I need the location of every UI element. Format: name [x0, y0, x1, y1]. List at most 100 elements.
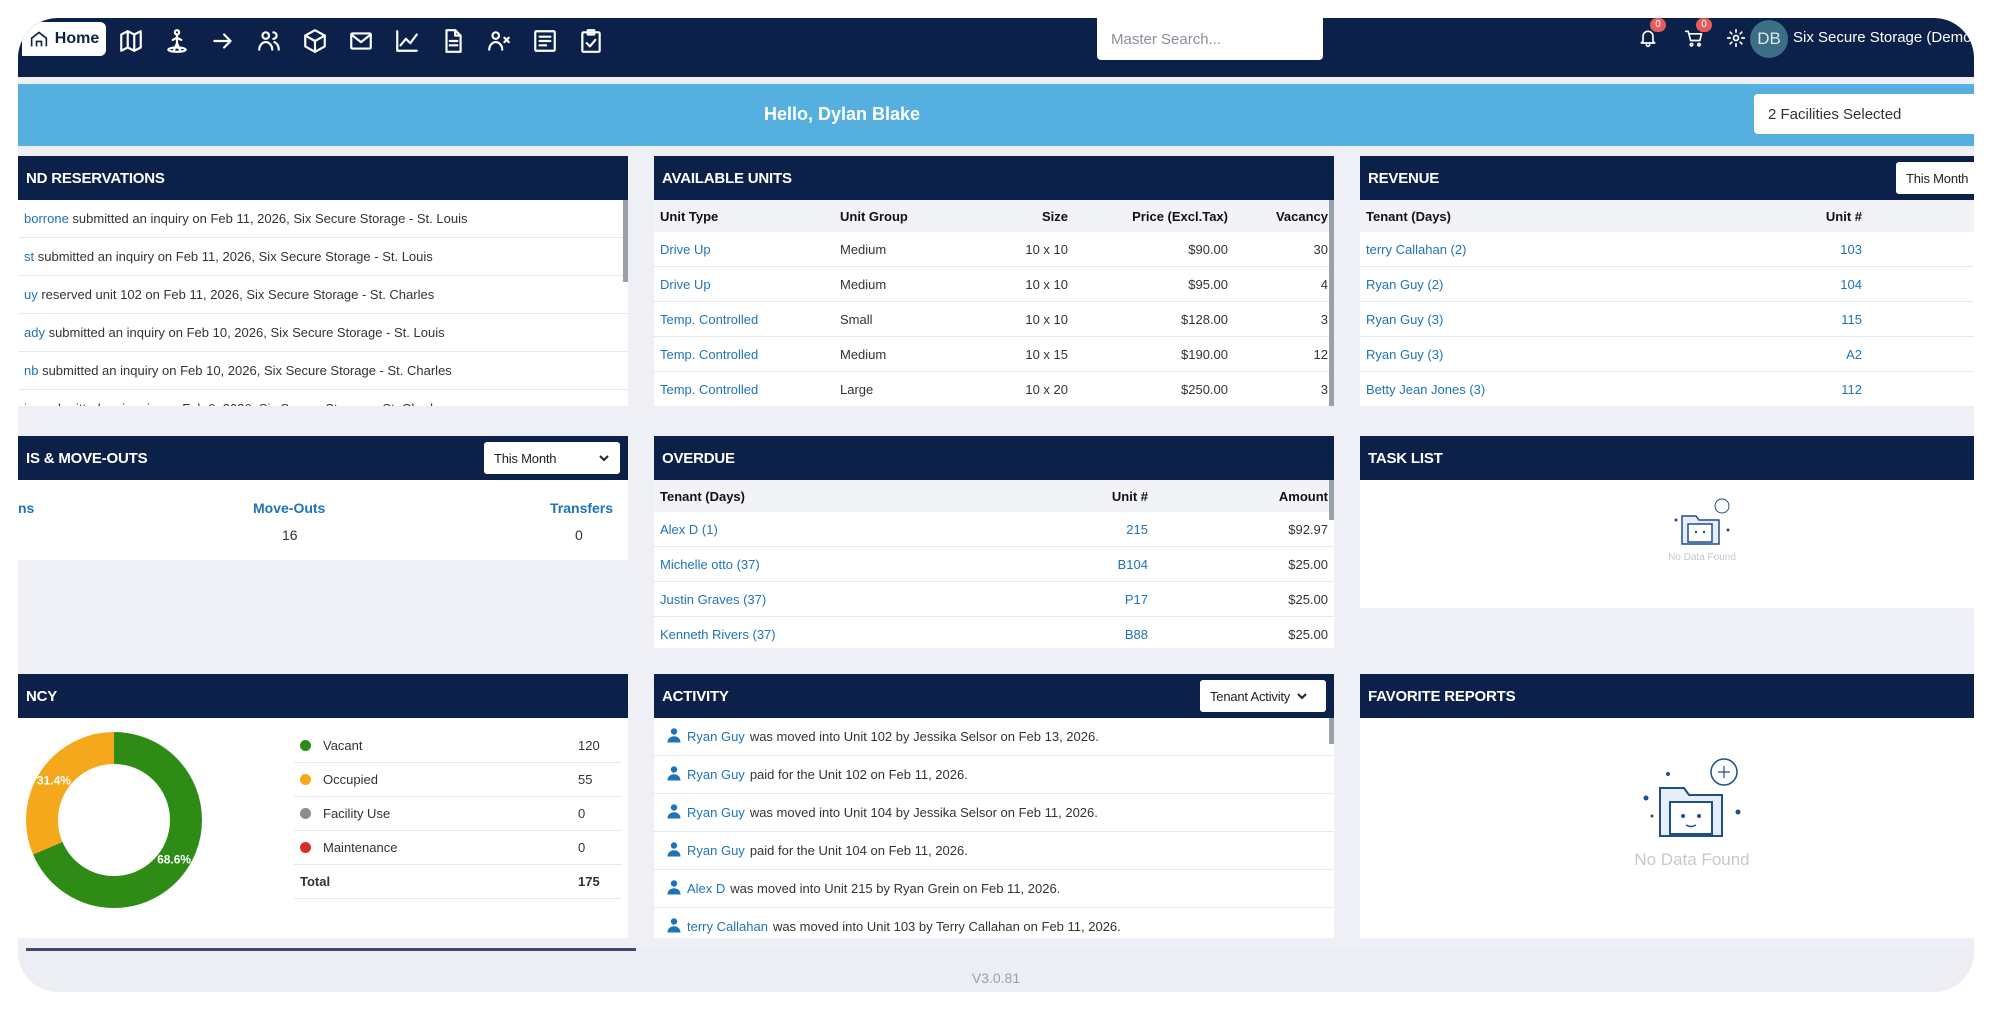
revenue-unit-link[interactable]: A2 [1780, 336, 1868, 372]
revenue-tenant-link[interactable]: terry Callahan (2) [1360, 232, 1780, 267]
reservation-name-link[interactable]: ise [24, 401, 41, 406]
notes-icon[interactable] [530, 26, 560, 56]
unit-type-link[interactable]: Temp. Controlled [654, 336, 834, 372]
unit-group: Small [834, 301, 984, 337]
revenue-tenant-link[interactable]: Ryan Guy (3) [1360, 301, 1780, 337]
activity-name-link[interactable]: Ryan Guy [687, 767, 745, 782]
revenue-tenant-link[interactable]: Betty Jean Jones (3) [1360, 371, 1780, 406]
legend-label: Maintenance [323, 839, 398, 855]
available-units-table: Unit Type Unit Group Size Price (Excl.Ta… [654, 200, 1334, 406]
revenue-unit-link[interactable]: 103 [1780, 232, 1868, 267]
master-search[interactable] [1097, 18, 1323, 60]
person-icon [666, 765, 682, 784]
revenue-tenant-link[interactable]: Ryan Guy (3) [1360, 336, 1780, 372]
master-search-input[interactable] [1109, 29, 1311, 49]
facility-select[interactable]: 2 Facilities Selected [1754, 94, 1974, 134]
donut-slice-occupied[interactable] [19, 725, 208, 914]
overdue-tenant-link[interactable]: Alex D (1) [654, 512, 1054, 547]
users-icon[interactable] [254, 26, 284, 56]
revenue-period-select[interactable]: This Month [1896, 162, 1974, 194]
move-outs-label[interactable]: Move-Outs [253, 500, 326, 516]
reservation-name-link[interactable]: uy [24, 287, 38, 302]
chart-icon[interactable] [392, 26, 422, 56]
map-icon[interactable] [116, 26, 146, 56]
person-icon [666, 879, 682, 898]
activity-row: Alex D was moved into Unit 215 by Ryan Gr… [654, 870, 1334, 908]
reservation-name-link[interactable]: st [24, 249, 35, 264]
activity-name-link[interactable]: Alex D [687, 881, 726, 896]
overdue-tenant-link[interactable]: Kenneth Rivers (37) [654, 616, 1054, 648]
table-row: Michelle otto (37) B104 $25.00 [654, 546, 1334, 582]
unit-type-link[interactable]: Temp. Controlled [654, 371, 834, 406]
legend-value: 0 [578, 805, 586, 821]
revenue-extra [1868, 336, 1974, 372]
arrow-right-icon[interactable] [208, 26, 238, 56]
table-row: Temp. Controlled Small 10 x 10 $128.00 3 [654, 301, 1334, 337]
activity-name-link[interactable]: Ryan Guy [687, 843, 745, 858]
reservation-name-link[interactable]: nb [24, 363, 39, 378]
overdue-tenant-link[interactable]: Justin Graves (37) [654, 581, 1054, 617]
box-icon[interactable] [300, 26, 330, 56]
activity-name-link[interactable]: Ryan Guy [687, 729, 745, 744]
activity-text: was moved into Unit 215 by Ryan Grein on… [730, 881, 1061, 896]
reservations-title: ND RESERVATIONS [18, 156, 628, 200]
revenue-tenant-link[interactable]: Ryan Guy (2) [1360, 266, 1780, 302]
activity-name-link[interactable]: Ryan Guy [687, 805, 745, 820]
avatar[interactable]: DB [1750, 20, 1788, 58]
unit-price: $90.00 [1074, 232, 1234, 267]
cart-badge: 0 [1696, 18, 1712, 32]
unit-type-link[interactable]: Drive Up [654, 232, 834, 267]
version-label: V3.0.81 [971, 970, 1021, 986]
available-units-scrollbar[interactable] [1329, 200, 1334, 406]
activity-text: paid for the Unit 104 on Feb 11, 2026. [749, 843, 968, 858]
task-list-title: TASK LIST [1360, 436, 1974, 480]
overdue-amount: $25.00 [1154, 581, 1334, 617]
revenue-unit-link[interactable]: 115 [1780, 301, 1868, 337]
legend-dot [300, 773, 311, 785]
mail-icon[interactable] [346, 26, 376, 56]
activity-name-link[interactable]: terry Callahan [687, 919, 768, 934]
chevron-down-icon [1297, 693, 1307, 700]
overdue-unit-link[interactable]: B104 [1054, 546, 1154, 582]
table-row: terry Callahan (2) 103 [1360, 232, 1974, 267]
clipboard-check-icon[interactable] [576, 26, 606, 56]
empty-folder-icon [1674, 498, 1730, 545]
move-outs-value: 16 [282, 527, 298, 543]
overdue-tenant-link[interactable]: Michelle otto (37) [654, 546, 1054, 582]
revenue-unit-link[interactable]: 112 [1780, 371, 1868, 406]
activity-row: Ryan Guy paid for the Unit 104 on Feb 11,… [654, 832, 1334, 870]
document-icon[interactable] [438, 26, 468, 56]
overdue-unit-link[interactable]: P17 [1054, 581, 1154, 617]
tenant-walk-icon[interactable] [162, 26, 192, 56]
org-name[interactable]: Six Secure Storage (Demo) [1793, 29, 1974, 46]
unit-type-link[interactable]: Temp. Controlled [654, 301, 834, 337]
unit-vacancy: 4 [1234, 266, 1334, 302]
unit-type-link[interactable]: Drive Up [654, 266, 834, 302]
activity-filter-select[interactable]: Tenant Activity [1200, 680, 1326, 712]
revenue-unit-link[interactable]: 104 [1780, 266, 1868, 302]
reservations-scrollbar[interactable] [623, 200, 628, 282]
user-remove-icon[interactable] [484, 26, 514, 56]
overdue-unit-link[interactable]: B88 [1054, 616, 1154, 648]
occupancy-title: NCY [18, 674, 628, 718]
occupancy-card: NCY 68.6% 31.4% Vacant 120 Occupied 55 Facili… [18, 674, 628, 938]
empty-folder-icon [1643, 758, 1741, 837]
notifications-button[interactable]: 0 [1634, 18, 1666, 52]
reservation-name-link[interactable]: ady [24, 325, 45, 340]
cart-button[interactable]: 0 [1680, 18, 1712, 52]
reservation-name-link[interactable]: borrone [24, 211, 69, 226]
move-ins-label[interactable]: ns [18, 500, 35, 516]
activity-scrollbar[interactable] [1329, 718, 1334, 744]
settings-button[interactable] [1722, 24, 1750, 52]
transfers-label[interactable]: Transfers [550, 500, 614, 516]
home-button[interactable]: Home [22, 22, 106, 56]
reservation-row: ise submitted an inquiry on Feb 9, 2026,… [18, 390, 628, 406]
overdue-unit-link[interactable]: 215 [1054, 512, 1154, 547]
move-ins-period-select[interactable]: This Month [484, 442, 620, 474]
unit-vacancy: 30 [1234, 232, 1334, 267]
overdue-scrollbar[interactable] [1329, 480, 1334, 520]
unit-group: Medium [834, 232, 984, 267]
revenue-extra [1868, 371, 1974, 406]
au-header-size: Size [984, 200, 1074, 232]
move-ins-title-text: IS & MOVE-OUTS [26, 449, 148, 467]
